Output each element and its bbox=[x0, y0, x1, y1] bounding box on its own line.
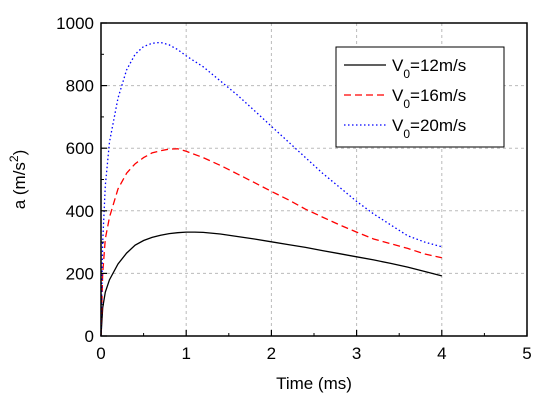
legend-label-sub: 0 bbox=[403, 67, 410, 81]
axis-ticks: 0 1 2 3 4 5 0 200 400 600 800 1000 bbox=[56, 14, 532, 363]
x-tick-label: 4 bbox=[437, 344, 446, 363]
legend-label-rest: =16m/s bbox=[410, 86, 466, 105]
legend-label-main: V bbox=[392, 116, 404, 135]
x-tick-label: 2 bbox=[267, 344, 276, 363]
series-line-0 bbox=[100, 231, 442, 337]
legend-label-1: V0=16m/s bbox=[392, 86, 466, 111]
x-tick-label: 3 bbox=[352, 344, 361, 363]
x-axis-title: Time (ms) bbox=[276, 374, 352, 393]
legend: V0=12m/sV0=16m/sV0=20m/s bbox=[335, 46, 505, 148]
series-line-1 bbox=[100, 148, 442, 337]
y-tick-label: 400 bbox=[66, 202, 94, 221]
legend-label-main: V bbox=[392, 56, 404, 75]
grid-lines bbox=[101, 23, 527, 336]
y-tick-label: 0 bbox=[85, 327, 94, 346]
legend-label-0: V0=12m/s bbox=[392, 56, 466, 81]
x-tick-label: 5 bbox=[522, 344, 531, 363]
legend-label-2: V0=20m/s bbox=[392, 116, 466, 141]
y-tick-label: 800 bbox=[66, 77, 94, 96]
legend-label-rest: =20m/s bbox=[410, 116, 466, 135]
series-lines bbox=[100, 41, 442, 337]
legend-box bbox=[335, 46, 505, 148]
legend-label-main: V bbox=[392, 86, 404, 105]
y-axis-title-main: a (m/s bbox=[10, 162, 29, 209]
y-tick-label: 200 bbox=[66, 264, 94, 283]
y-tick-label: 1000 bbox=[56, 14, 94, 33]
x-tick-label: 1 bbox=[181, 344, 190, 363]
legend-label-rest: =12m/s bbox=[410, 56, 466, 75]
y-axis-title-close: ) bbox=[10, 150, 29, 156]
y-axis-title: a (m/s2) bbox=[7, 150, 29, 210]
y-axis-title-sup: 2 bbox=[7, 155, 21, 162]
legend-label-sub: 0 bbox=[403, 127, 410, 141]
x-tick-label: 0 bbox=[96, 344, 105, 363]
y-tick-label: 600 bbox=[66, 139, 94, 158]
legend-label-sub: 0 bbox=[403, 97, 410, 111]
